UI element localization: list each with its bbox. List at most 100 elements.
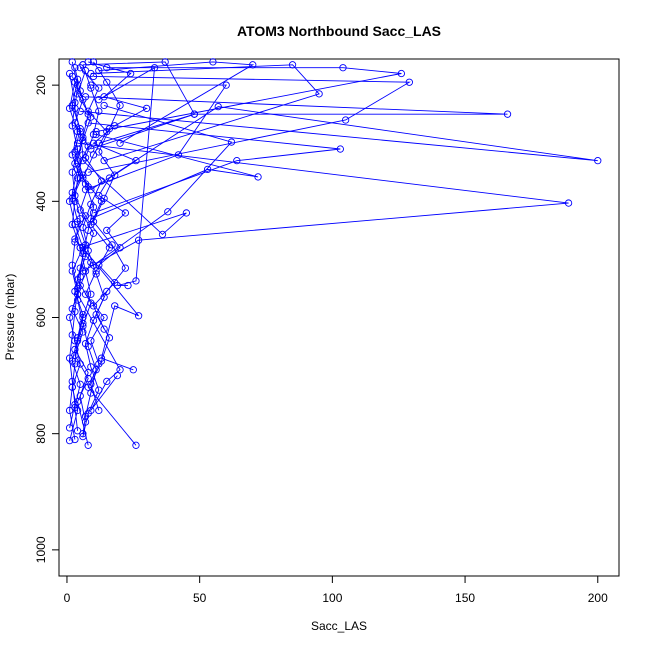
series-line [98, 61, 255, 144]
data-point [73, 90, 82, 98]
data-point [95, 360, 103, 368]
data-point [79, 310, 87, 319]
data-point [79, 328, 87, 336]
data-point [73, 427, 82, 435]
data-point [132, 441, 140, 449]
series-line [93, 105, 233, 266]
data-point [84, 441, 92, 449]
data-point [113, 371, 122, 380]
data-point [73, 398, 82, 406]
data-point [81, 290, 90, 298]
data-point [111, 302, 119, 310]
data-point [73, 127, 82, 136]
data-point [233, 157, 241, 165]
y-tick-label: 400 [34, 191, 48, 211]
data-point [254, 173, 262, 181]
series-line [98, 66, 156, 287]
data-point [71, 235, 79, 243]
data-point [341, 116, 350, 124]
data-point [68, 377, 76, 386]
data-point [132, 277, 140, 285]
data-point [73, 165, 82, 174]
data-point [103, 127, 111, 136]
data-point [84, 383, 92, 391]
data-point [71, 119, 79, 127]
data-point [68, 58, 76, 66]
data-point [87, 215, 95, 223]
data-point [95, 66, 103, 75]
data-point [68, 305, 76, 313]
data-point [190, 110, 199, 118]
data-point [594, 157, 602, 165]
series-line [90, 134, 259, 220]
series-line [88, 122, 341, 214]
data-point [95, 406, 103, 415]
series-line [90, 61, 126, 411]
x-tick-label: 100 [322, 591, 342, 605]
data-point [84, 107, 92, 115]
series-line [82, 61, 196, 150]
data-point [100, 101, 108, 110]
data-point [89, 58, 98, 66]
data-point [89, 229, 98, 237]
data-point [79, 244, 87, 252]
data-point [65, 437, 74, 445]
data-point [105, 174, 114, 182]
data-point [89, 302, 98, 310]
data-point [339, 64, 347, 72]
data-point [87, 406, 95, 415]
data-point [71, 435, 79, 444]
data-point [76, 281, 84, 290]
series-line [77, 142, 569, 272]
series-line [88, 61, 148, 330]
data-point [182, 209, 191, 217]
data-point [87, 220, 95, 229]
data-point [71, 337, 79, 345]
data-point [97, 197, 106, 205]
x-axis: 0 50 100 150 200 [64, 575, 608, 605]
data-point [222, 81, 230, 89]
series-line [69, 73, 81, 428]
data-point [92, 267, 100, 275]
x-tick-label: 200 [588, 591, 608, 605]
data-point [65, 313, 74, 322]
data-point [68, 151, 76, 159]
data-point [92, 130, 100, 139]
data-point [132, 157, 140, 165]
data-point [71, 78, 79, 86]
series-line [80, 160, 187, 249]
series-layer [65, 58, 602, 449]
data-point [81, 93, 90, 101]
data-point [97, 354, 106, 362]
data-point [79, 174, 87, 182]
data-point [87, 337, 95, 345]
data-point [73, 290, 82, 298]
data-point [87, 363, 95, 371]
data-point [71, 220, 79, 229]
data-point [71, 64, 79, 72]
data-point [89, 139, 98, 147]
y-tick-label: 200 [34, 75, 48, 95]
data-point [116, 366, 124, 374]
data-point [81, 252, 90, 261]
data-point [84, 374, 92, 383]
series-line [79, 67, 137, 446]
data-point [95, 191, 103, 200]
data-point [116, 101, 124, 110]
data-point [87, 186, 95, 194]
data-point [116, 244, 124, 252]
y-axis-label: Pressure (mbar) [3, 274, 17, 361]
data-point [79, 267, 87, 275]
data-point [87, 200, 95, 208]
y-axis: 200 400 600 800 1000 [34, 75, 60, 563]
data-point [76, 360, 84, 368]
data-point [68, 267, 76, 275]
data-point [87, 145, 95, 153]
data-point [89, 316, 98, 325]
data-point [95, 139, 103, 147]
data-point [227, 138, 236, 146]
data-point [81, 186, 90, 194]
data-point [134, 236, 143, 244]
